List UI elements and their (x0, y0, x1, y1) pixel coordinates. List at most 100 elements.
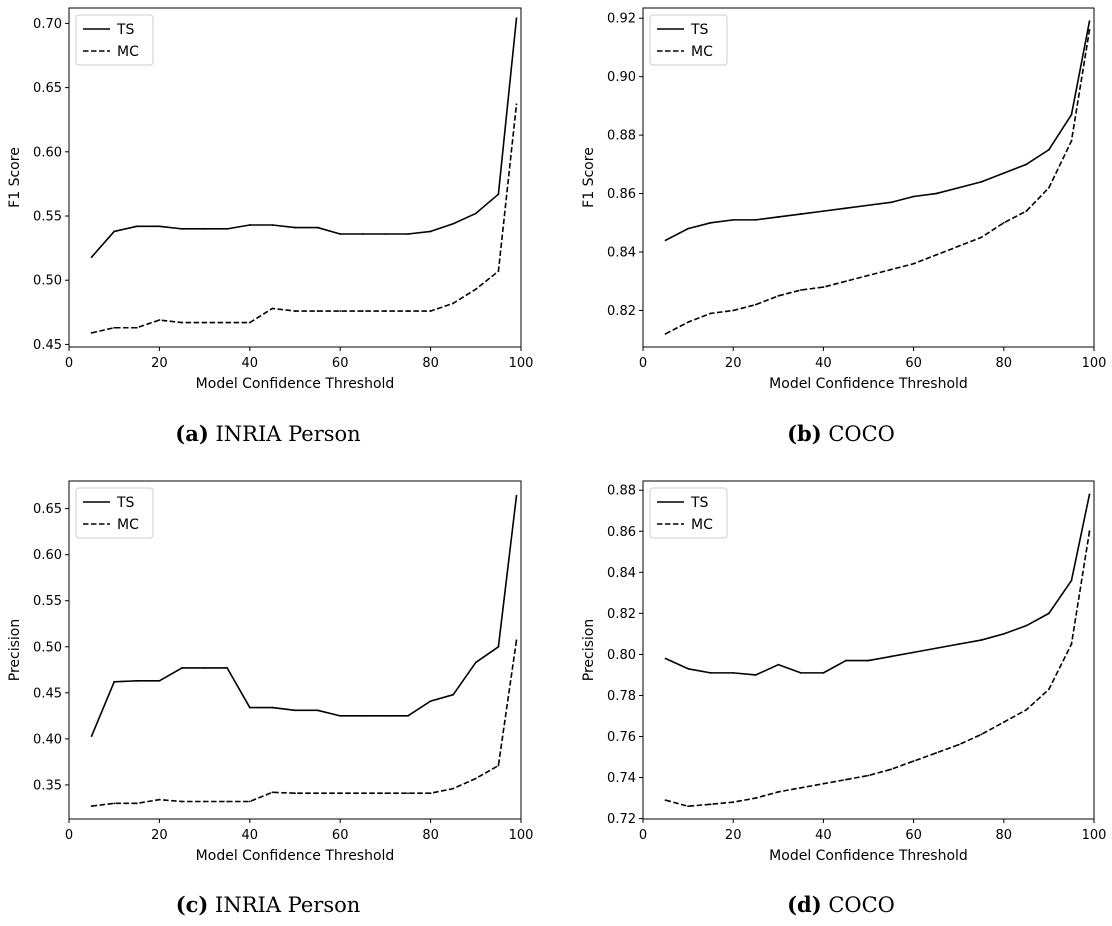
y-tick-label: 0.35 (33, 778, 62, 793)
plot-frame (68, 480, 522, 820)
y-tick-label: 0.82 (607, 607, 636, 622)
data-point-mc (732, 309, 735, 312)
y-tick-label: 0.88 (607, 129, 636, 144)
data-point-mc (709, 803, 712, 806)
panel-caption-text: INRIA Person (209, 422, 361, 446)
data-point-mc (799, 289, 802, 291)
x-tick-label: 0 (639, 828, 647, 843)
y-tick-label: 0.70 (33, 17, 62, 32)
data-point-mc (664, 332, 667, 335)
data-point-ts (361, 714, 364, 717)
plot-frame (642, 7, 1095, 348)
data-point-ts (316, 226, 319, 229)
data-point-ts (687, 227, 689, 230)
y-tick-label: 0.90 (607, 70, 636, 85)
data-point-ts (407, 714, 409, 717)
data-point-ts (799, 671, 802, 674)
series-line-mc (91, 640, 518, 807)
data-point-mc (935, 752, 938, 754)
data-point-ts (709, 671, 712, 674)
y-tick-label: 0.76 (607, 730, 636, 745)
x-tick-label: 60 (905, 828, 922, 843)
data-point-ts (474, 212, 477, 215)
x-axis-label: Model Confidence Threshold (196, 376, 395, 392)
data-point-ts (203, 667, 206, 669)
panel-caption: (a) INRIA Person (175, 421, 360, 446)
panel-caption-tag: (b) (787, 421, 822, 446)
data-point-ts (687, 667, 689, 670)
series-line-ts (90, 18, 518, 258)
data-point-ts (754, 218, 757, 221)
x-tick-label: 0 (65, 828, 73, 843)
chart-panel-d: 0 20 40 60 80 100 0.72 0.74 0.76 0.78 0.80 0.82 0.84… (581, 480, 1107, 917)
x-tick-label: 40 (815, 356, 832, 371)
data-point-ts (1088, 20, 1091, 23)
legend-label-ts: TS (690, 22, 709, 38)
data-point-ts (135, 679, 138, 682)
data-point-mc (474, 777, 477, 780)
data-point-ts (935, 647, 938, 650)
data-point-ts (845, 207, 847, 210)
x-tick-label: 40 (242, 356, 259, 371)
data-point-mc (384, 792, 387, 795)
data-point-ts (135, 225, 138, 228)
data-point-ts (316, 709, 319, 712)
legend-box (75, 487, 154, 539)
data-point-ts (515, 17, 518, 20)
data-point-mc (980, 236, 983, 239)
data-point-ts (980, 180, 983, 183)
data-point-mc (271, 307, 274, 310)
data-point-ts (339, 714, 342, 717)
y-tick-label: 0.92 (607, 12, 636, 27)
y-tick-label: 0.80 (607, 648, 636, 663)
data-point-mc (912, 262, 915, 265)
data-point-ts (935, 192, 938, 195)
data-point-ts (181, 227, 183, 230)
y-tick-label: 0.78 (607, 689, 636, 704)
legend-box (649, 14, 728, 66)
data-point-mc (181, 800, 183, 803)
data-point-mc (754, 797, 757, 799)
x-tick-label: 100 (1082, 828, 1107, 843)
x-tick-label: 40 (815, 828, 832, 843)
data-point-ts (226, 227, 229, 230)
x-tick-label: 60 (905, 356, 922, 371)
legend-box (75, 14, 154, 66)
legend-label-ts: TS (116, 495, 135, 511)
y-tick-label: 0.86 (607, 525, 636, 540)
data-point-ts (90, 735, 93, 738)
x-tick-label: 80 (422, 356, 439, 371)
data-point-ts (1002, 172, 1005, 175)
data-point-mc (294, 792, 296, 795)
data-point-ts (384, 714, 387, 717)
data-point-ts (294, 226, 296, 229)
legend-label-mc: MC (691, 517, 713, 533)
legend-label-mc: MC (691, 44, 713, 60)
panel-caption-tag: (a) (175, 421, 208, 446)
legend: TS MC (649, 14, 728, 66)
data-point-mc (474, 288, 477, 291)
legend-label-ts: TS (116, 22, 135, 38)
panel-caption-tag: (d) (787, 892, 822, 917)
data-point-ts (799, 213, 802, 215)
legend: TS MC (75, 487, 154, 539)
data-point-ts (271, 706, 274, 709)
chart-panel-a: 0 20 40 60 80 100 0.45 0.50 0.55 0.60 0.65 0.70 Mode… (7, 7, 534, 446)
data-point-mc (90, 805, 93, 808)
data-point-mc (867, 774, 870, 777)
x-tick-label: 100 (509, 356, 534, 371)
data-point-ts (248, 706, 251, 709)
data-point-mc (777, 791, 780, 793)
y-tick-label: 0.84 (607, 566, 636, 581)
y-tick-label: 0.50 (33, 640, 62, 655)
data-point-ts (912, 651, 915, 654)
y-tick-label: 0.40 (33, 732, 62, 747)
y-tick-label: 0.82 (607, 304, 636, 319)
data-point-mc (709, 312, 712, 315)
x-tick-label: 100 (1082, 356, 1107, 371)
data-point-ts (113, 680, 116, 683)
data-point-ts (732, 671, 735, 674)
data-point-mc (845, 280, 847, 283)
data-point-mc (497, 764, 500, 767)
